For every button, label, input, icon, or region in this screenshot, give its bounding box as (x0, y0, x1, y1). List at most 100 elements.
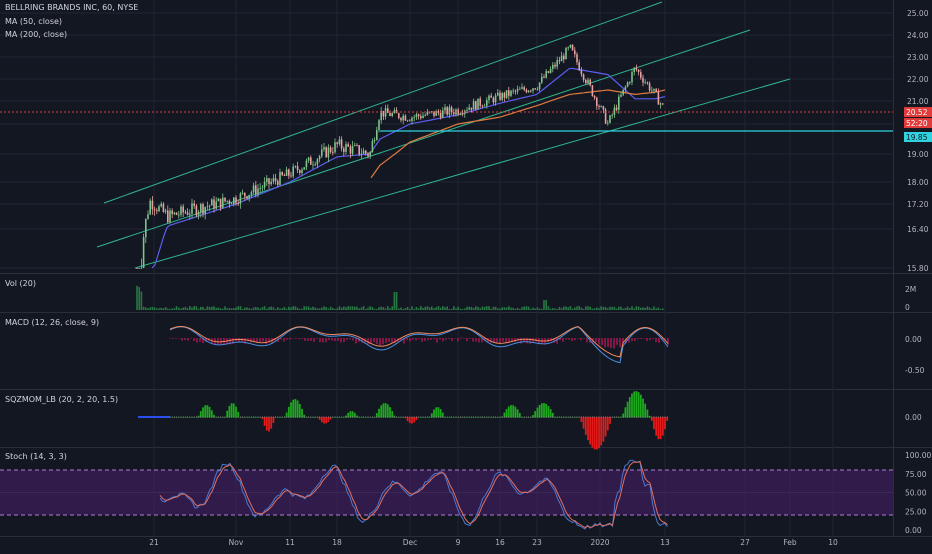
sqz-bar (598, 417, 600, 449)
volume-bar (222, 308, 224, 310)
sqz-bar (391, 411, 394, 418)
volume-bar (593, 308, 596, 310)
volume-bar (576, 306, 578, 310)
candle-body (424, 114, 426, 116)
candle-body (488, 95, 490, 101)
channel-middle-line (96, 29, 751, 248)
macd-histogram-bar (499, 338, 501, 344)
sqz-bar (549, 409, 552, 418)
ma200-legend[interactable]: MA (200, close) (5, 30, 68, 39)
volume-bar (228, 307, 231, 310)
macd-histogram-bar (298, 338, 300, 340)
price-tick-label: 23.00 (907, 53, 929, 62)
symbol-title[interactable]: BELLRING BRANDS INC, 60, NYSE (5, 3, 139, 12)
macd-histogram-bar (535, 338, 537, 342)
volume-bar (235, 307, 237, 310)
sqz-dot (583, 416, 584, 418)
sqz-bar (633, 391, 636, 418)
volume-bar (523, 306, 525, 310)
candle-body (417, 114, 420, 117)
sqz-bar (351, 411, 354, 418)
ma50-legend[interactable]: MA (50, close) (5, 17, 63, 26)
stoch-legend[interactable]: Stoch (14, 3, 3) (5, 452, 67, 461)
macd-histogram-bar (553, 338, 555, 343)
macd-histogram-bar (193, 338, 195, 341)
macd-histogram-bar (247, 338, 249, 341)
volume-bar (653, 306, 655, 310)
candle-body (477, 98, 479, 110)
sqz-bar (406, 417, 409, 422)
macd-histogram-bar (244, 338, 246, 344)
sqzmom-legend[interactable]: SQZMOM_LB (20, 2, 20, 1.5) (5, 395, 119, 404)
candle-body (294, 166, 297, 168)
volume-bar (461, 308, 464, 310)
candle-body (202, 204, 204, 214)
macd-histogram-bar (424, 338, 426, 341)
candle-body (479, 98, 481, 106)
candle-body (215, 201, 217, 209)
volume-bar (285, 308, 288, 310)
candle-body (184, 212, 187, 214)
macd-histogram-bar (358, 338, 360, 342)
candle-body (446, 107, 448, 115)
candle-body (611, 114, 613, 116)
volume-legend[interactable]: Vol (20) (5, 279, 36, 288)
sqz-dot (233, 416, 235, 418)
candle-body (180, 206, 182, 215)
volume-bar (657, 307, 660, 310)
volume-bar (345, 307, 347, 310)
macd-histogram-bar (349, 338, 351, 340)
macd-histogram-bar (316, 338, 318, 339)
candle-body (545, 71, 547, 78)
candle-body (283, 175, 286, 176)
volume-bar (607, 308, 609, 310)
candle-body (323, 147, 325, 150)
sqz-dot (530, 416, 532, 418)
candle-body (466, 109, 468, 111)
volume-bar (439, 307, 442, 310)
macd-histogram-bar (289, 338, 291, 340)
candle-body (475, 101, 477, 110)
sqz-dot (638, 416, 639, 418)
sqz-dot (545, 416, 547, 418)
volume-bar (334, 308, 336, 310)
sqz-dot (303, 416, 305, 418)
macd-histogram-bar (625, 338, 627, 344)
volume-bar (305, 306, 308, 310)
sqz-dot (319, 416, 320, 418)
candle-body (257, 188, 259, 195)
sqz-dot (356, 416, 358, 418)
sqz-dot (200, 416, 202, 418)
sqz-dot (629, 416, 631, 418)
volume-bar (580, 307, 583, 310)
volume-bar (171, 308, 173, 310)
sqz-bar (547, 406, 550, 418)
macd-histogram-bar (649, 338, 651, 341)
volume-bar (556, 308, 558, 310)
volume-bar (272, 307, 275, 310)
volume-bar (409, 308, 411, 310)
sqz-bar (213, 414, 215, 418)
candle-body (142, 237, 145, 268)
sqz-bar (208, 406, 211, 418)
macd-histogram-bar (640, 338, 642, 339)
candle-body (239, 193, 242, 204)
candle-body (538, 82, 541, 90)
macd-legend[interactable]: MACD (12, 26, close, 9) (5, 318, 100, 327)
sqz-dot (488, 416, 490, 418)
macd-histogram-bar (415, 338, 417, 341)
volume-bar (662, 308, 664, 310)
sqz-bar (265, 417, 268, 431)
sqz-dot (666, 416, 668, 418)
sqz-dot (295, 416, 296, 418)
macd-histogram-bar (253, 338, 255, 342)
sqz-dot (341, 416, 342, 418)
sqz-dot (198, 416, 199, 418)
candle-body (483, 105, 486, 107)
sqz-bar (287, 406, 290, 418)
volume-bar (395, 292, 398, 310)
sqz-dot (420, 416, 422, 418)
sqz-dot (171, 416, 173, 418)
candle-body (662, 103, 664, 105)
candle-body (534, 88, 536, 90)
